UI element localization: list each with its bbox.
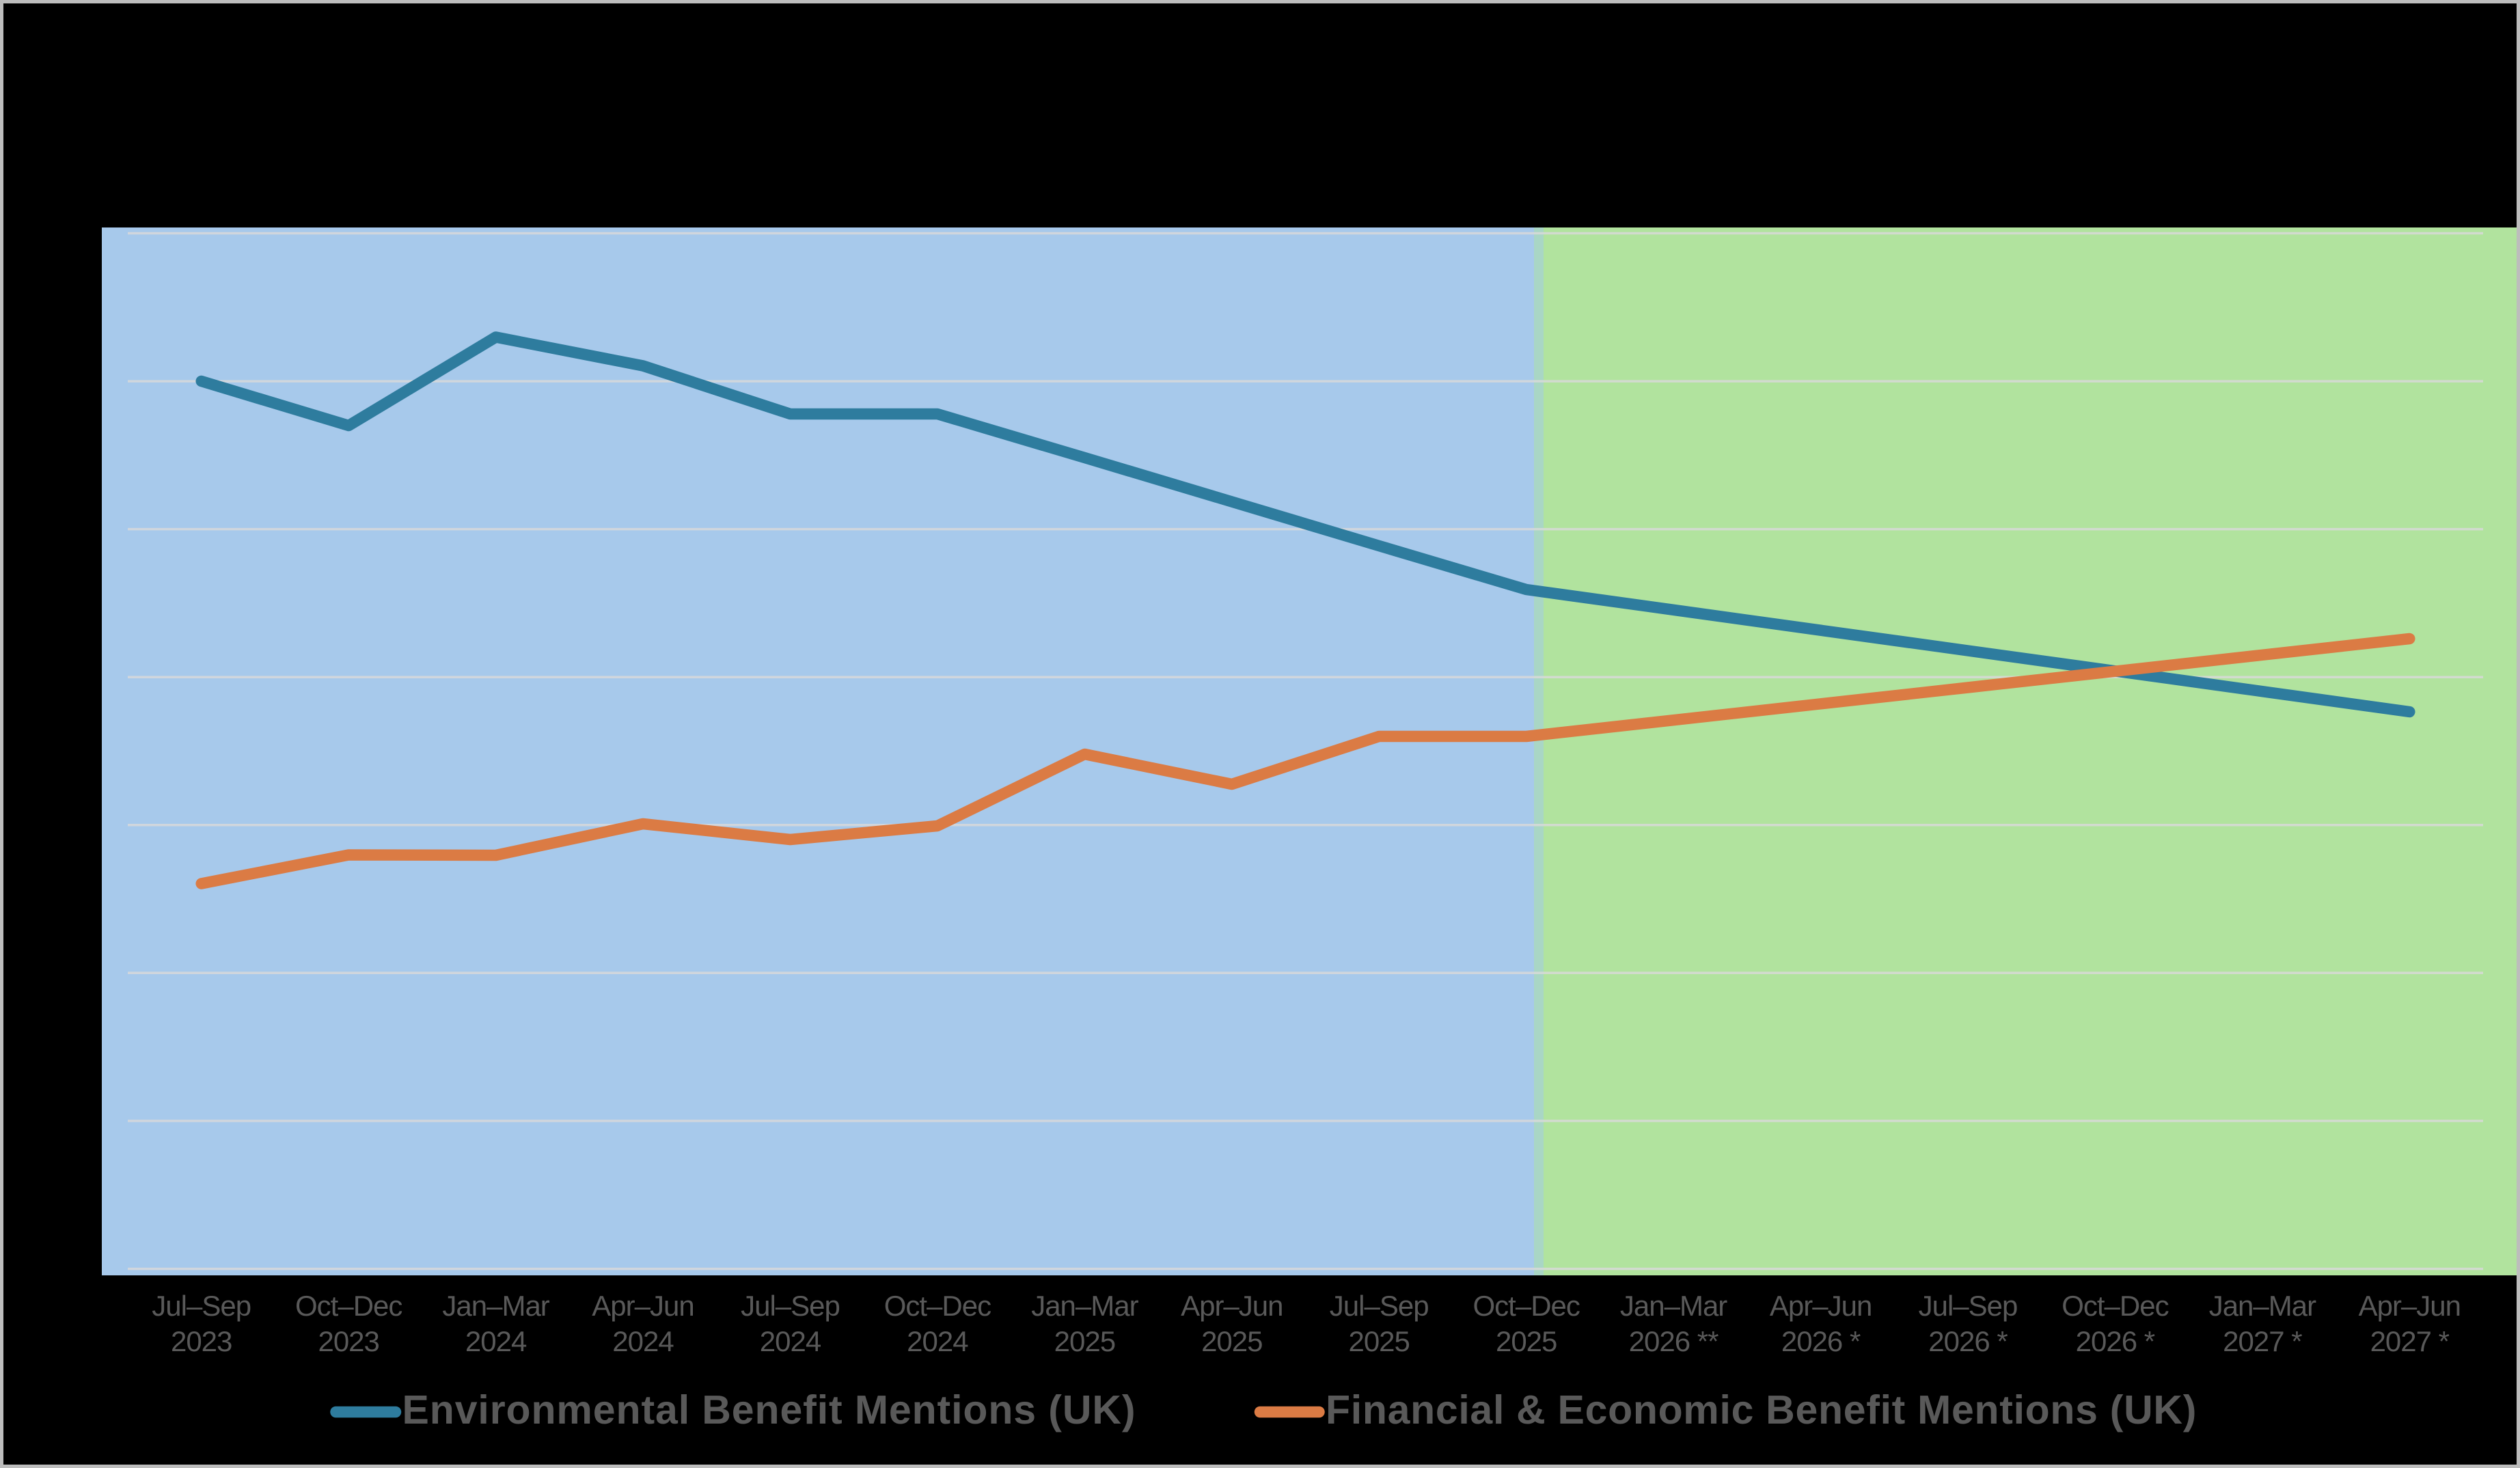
svg-text:Environmental Benefit Mentions: Environmental Benefit Mentions (UK) xyxy=(402,1387,1136,1432)
svg-text:Financial & Economic Benefit M: Financial & Economic Benefit Mentions (U… xyxy=(1326,1387,2197,1432)
